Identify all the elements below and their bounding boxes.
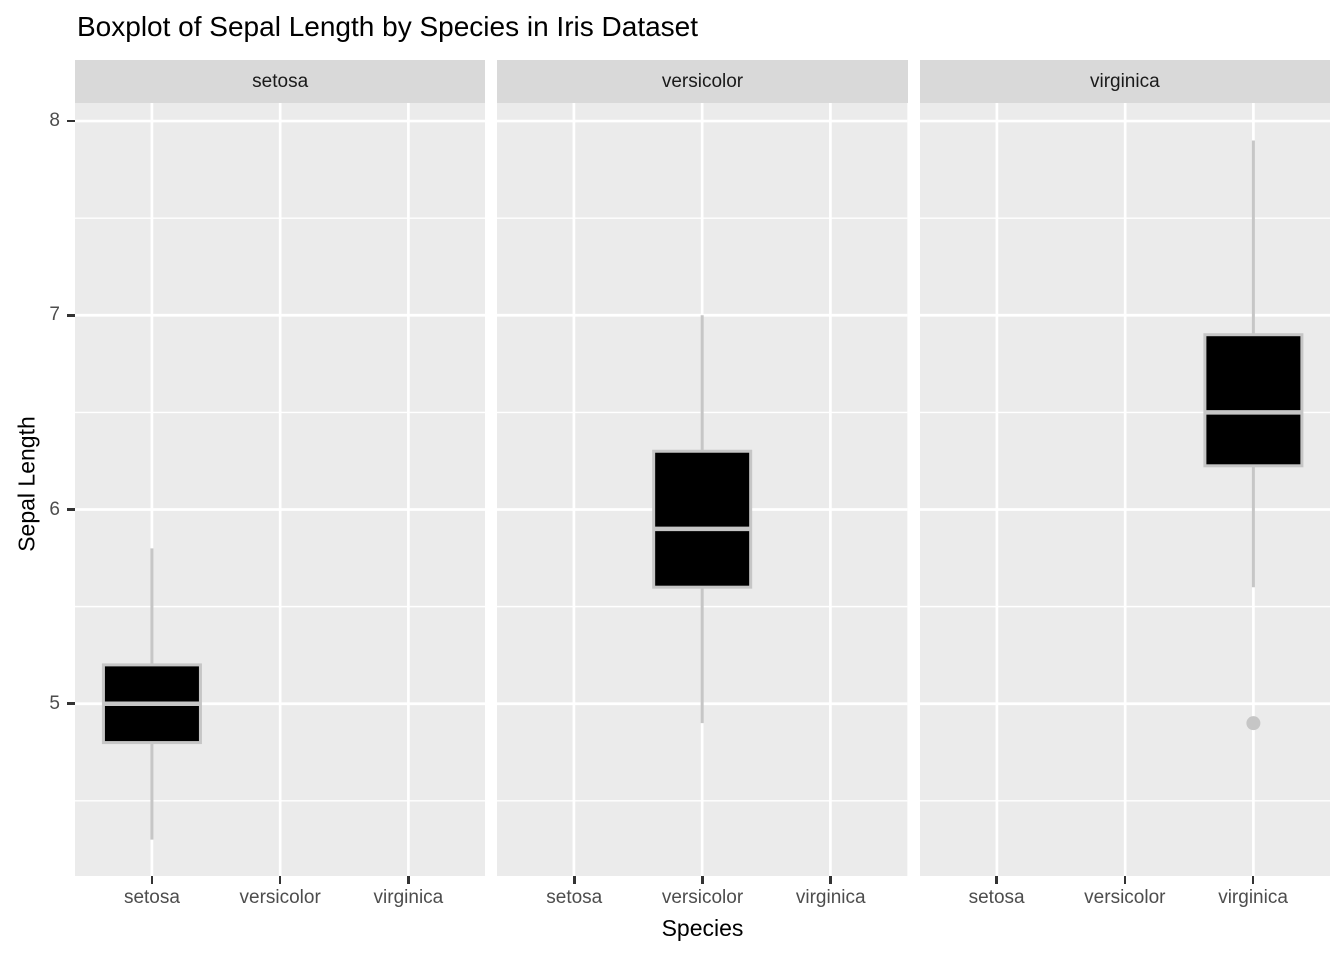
y-tick-mark bbox=[67, 508, 75, 511]
y-tick-label-5: 5 bbox=[49, 692, 60, 714]
y-tick-label-7: 7 bbox=[49, 304, 60, 326]
facet-panel-setosa bbox=[75, 103, 486, 876]
x-tick-label-versicolor: versicolor bbox=[661, 887, 744, 908]
x-tick-label-virginica: virginica bbox=[373, 887, 444, 908]
facet-strip-virginica: virginica bbox=[919, 60, 1330, 103]
outlier-point bbox=[1246, 716, 1261, 731]
x-tick-label-setosa: setosa bbox=[546, 887, 603, 908]
x-tick-mark bbox=[278, 876, 282, 884]
x-tick-mark bbox=[701, 876, 704, 884]
facet-panel-versicolor bbox=[497, 103, 908, 876]
x-tick-mark bbox=[995, 876, 998, 884]
y-tick-mark bbox=[67, 702, 75, 705]
x-tick-label-versicolor: versicolor bbox=[239, 887, 321, 908]
x-tick-label-setosa: setosa bbox=[123, 887, 180, 908]
x-tick-mark bbox=[573, 876, 576, 884]
chart-title: Boxplot of Sepal Length by Species in Ir… bbox=[77, 11, 699, 42]
y-tick-mark bbox=[67, 314, 75, 317]
y-tick-label-8: 8 bbox=[49, 110, 60, 132]
box-iqr bbox=[652, 449, 753, 589]
x-axis-title: Species bbox=[661, 915, 744, 941]
x-tick-label-virginica: virginica bbox=[1218, 887, 1288, 908]
x-tick-mark bbox=[150, 876, 154, 884]
facet-strip-label: virginica bbox=[1089, 70, 1160, 92]
y-tick-label-6: 6 bbox=[49, 498, 60, 520]
y-axis-title: Sepal Length bbox=[13, 416, 40, 552]
x-tick-label-versicolor: versicolor bbox=[1084, 887, 1166, 908]
x-tick-mark bbox=[407, 876, 410, 884]
x-tick-mark bbox=[1123, 876, 1127, 884]
facet-strip-label: versicolor bbox=[661, 70, 744, 92]
x-tick-label-virginica: virginica bbox=[795, 887, 866, 908]
boxplot-setosa bbox=[101, 548, 202, 840]
facet-strip-versicolor: versicolor bbox=[497, 60, 908, 103]
box-iqr bbox=[1203, 333, 1304, 468]
boxplot-versicolor bbox=[652, 315, 753, 724]
x-tick-mark bbox=[829, 876, 832, 884]
x-tick-mark bbox=[1251, 876, 1255, 884]
facet-panel-virginica bbox=[919, 103, 1330, 876]
facet-strip-label: setosa bbox=[252, 70, 309, 92]
x-tick-label-setosa: setosa bbox=[968, 887, 1025, 908]
boxplot-virginica bbox=[1203, 140, 1304, 731]
facet-strip-setosa: setosa bbox=[75, 60, 486, 103]
y-tick-mark bbox=[67, 119, 75, 123]
